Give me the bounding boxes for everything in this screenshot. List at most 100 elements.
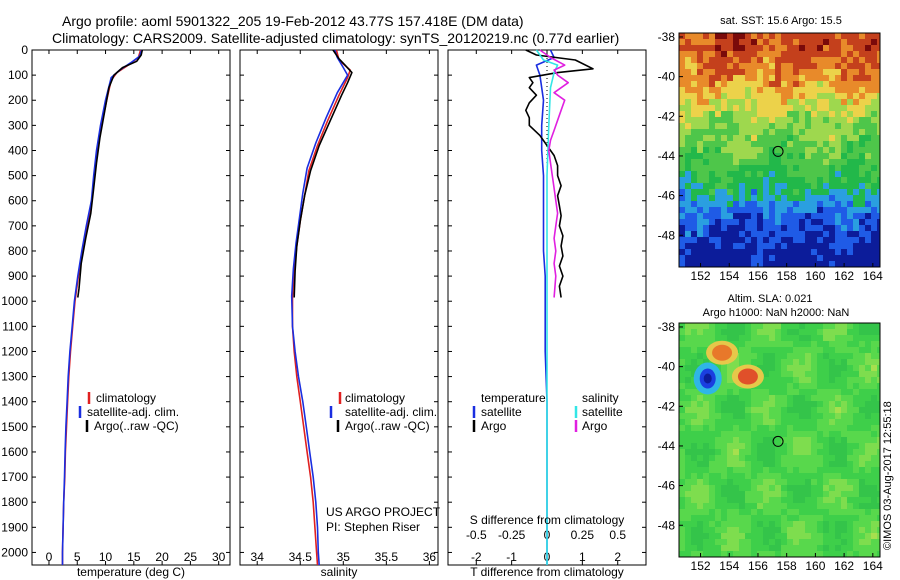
sst-cell	[775, 129, 781, 135]
sst-cell	[745, 195, 751, 201]
sst-cell	[793, 69, 799, 75]
sst-cell	[787, 201, 793, 207]
sst-cell	[697, 93, 703, 99]
sla-cell	[763, 497, 769, 503]
sst-cell	[775, 261, 781, 267]
sst-cell	[763, 93, 769, 99]
sst-cell	[865, 237, 871, 243]
sst-cell	[847, 189, 853, 195]
sst-cell	[733, 147, 739, 153]
sla-cell	[763, 473, 769, 479]
sla-cell	[685, 551, 691, 557]
sst-cell	[733, 207, 739, 213]
sla-cell	[709, 545, 715, 551]
sla-cell	[733, 413, 739, 419]
sst-cell	[877, 39, 880, 45]
sst-cell	[715, 207, 721, 213]
sla-cell	[823, 497, 829, 503]
sla-cell	[841, 539, 847, 545]
sla-cell	[727, 413, 733, 419]
map-x-tick-label: 162	[834, 269, 854, 283]
sst-cell	[763, 81, 769, 87]
sst-cell	[739, 69, 745, 75]
sla-cell	[775, 425, 781, 431]
sst-cell	[805, 123, 811, 129]
sla-cell	[775, 485, 781, 491]
sst-cell	[811, 225, 817, 231]
map-y-tick-label: -42	[658, 399, 676, 413]
legend-label-climatology: climatology	[345, 391, 405, 405]
sla-cell	[745, 503, 751, 509]
sst-cell	[877, 45, 880, 51]
sst-cell	[757, 201, 763, 207]
sla-cell	[835, 323, 841, 329]
sla-cell	[859, 443, 865, 449]
sla-cell	[811, 509, 817, 515]
sla-cell	[799, 389, 805, 395]
sst-cell	[829, 93, 835, 99]
sst-cell	[721, 69, 727, 75]
x-tick-label: -1	[506, 550, 517, 564]
sla-cell	[847, 413, 853, 419]
sst-cell	[871, 153, 877, 159]
sla-cell	[781, 491, 787, 497]
sla-cell	[805, 527, 811, 533]
sla-cell	[697, 395, 703, 401]
sla-cell	[691, 401, 697, 407]
sst-cell	[805, 129, 811, 135]
sst-cell	[769, 201, 775, 207]
sla-cell	[865, 437, 871, 443]
legend-label-temp-argo: Argo	[481, 419, 507, 433]
sst-cell	[709, 183, 715, 189]
sst-cell	[835, 75, 841, 81]
sla-cell	[787, 329, 793, 335]
sla-cell	[835, 377, 841, 383]
sst-cell	[769, 189, 775, 195]
sst-cell	[715, 159, 721, 165]
sst-cell	[877, 225, 880, 231]
sla-cell	[751, 425, 757, 431]
sst-cell	[805, 243, 811, 249]
sla-cell	[763, 329, 769, 335]
sst-cell	[745, 99, 751, 105]
sla-cell	[769, 503, 775, 509]
sst-cell	[871, 243, 877, 249]
sst-cell	[679, 231, 685, 237]
sla-cell	[805, 389, 811, 395]
sst-cell	[871, 105, 877, 111]
sla-cell	[757, 497, 763, 503]
sst-cell	[877, 261, 880, 267]
sla-cell	[835, 515, 841, 521]
sla-cell	[691, 359, 697, 365]
sla-cell	[877, 365, 880, 371]
sla-cell	[871, 347, 877, 353]
sst-cell	[703, 57, 709, 63]
sst-cell	[781, 243, 787, 249]
sst-cell	[679, 45, 685, 51]
sla-cell	[745, 485, 751, 491]
sst-cell	[835, 213, 841, 219]
sst-cell	[799, 255, 805, 261]
sst-cell	[763, 177, 769, 183]
sla-cell	[733, 329, 739, 335]
x-tick-label: 30	[212, 550, 226, 564]
sla-cell	[709, 461, 715, 467]
sst-cell	[805, 159, 811, 165]
sst-cell	[775, 225, 781, 231]
sla-cell	[709, 431, 715, 437]
sst-cell	[871, 141, 877, 147]
sst-cell	[781, 123, 787, 129]
sla-cell	[763, 365, 769, 371]
sst-cell	[781, 237, 787, 243]
sla-cell	[871, 365, 877, 371]
sst-cell	[859, 105, 865, 111]
sla-cell	[811, 389, 817, 395]
sst-cell	[877, 195, 880, 201]
sst-cell	[811, 195, 817, 201]
sst-cell	[751, 75, 757, 81]
sst-cell	[715, 99, 721, 105]
sla-cell	[853, 479, 859, 485]
temperature-axes	[31, 49, 231, 566]
sla-cell	[691, 467, 697, 473]
sst-cell	[817, 201, 823, 207]
